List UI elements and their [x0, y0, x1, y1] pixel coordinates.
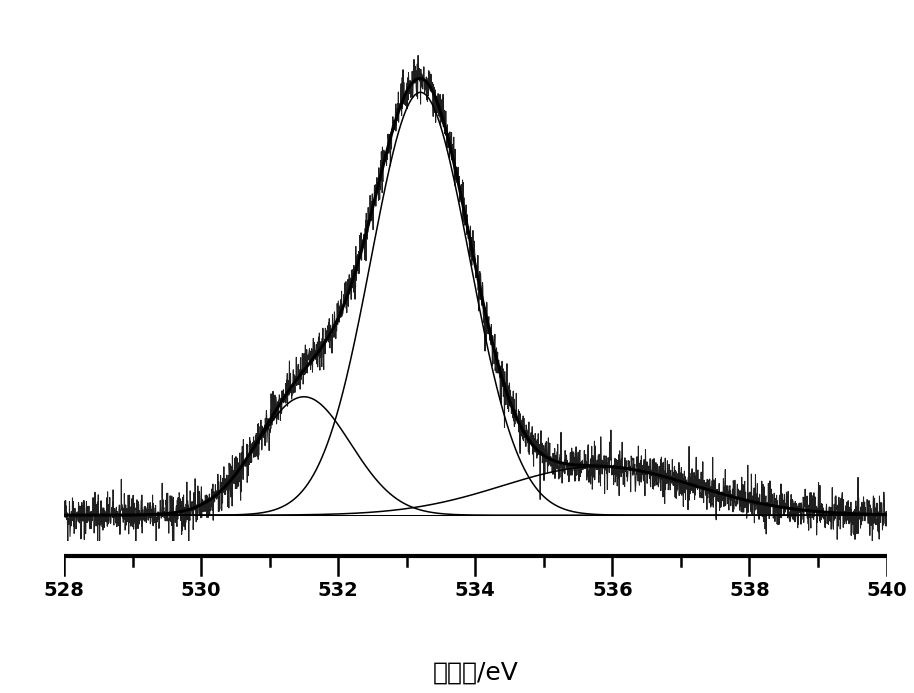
Text: 536: 536	[592, 581, 632, 600]
Text: 540: 540	[866, 581, 907, 600]
Text: 534: 534	[455, 581, 495, 600]
Text: 528: 528	[44, 581, 84, 600]
Text: 538: 538	[729, 581, 770, 600]
Text: 结合能/eV: 结合能/eV	[432, 660, 518, 685]
Text: 530: 530	[181, 581, 221, 600]
Text: 532: 532	[318, 581, 358, 600]
